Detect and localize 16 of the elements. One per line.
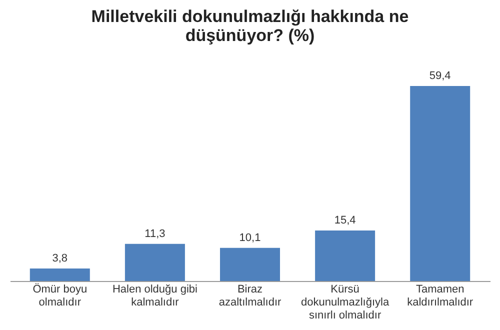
data-label: 10,1 xyxy=(239,232,261,244)
x-tick-label: Kürsü dokunulmazlığıyla sınırlı olmalıdır xyxy=(301,284,390,322)
x-tick-label: Ömür boyu olmalıdır xyxy=(32,282,88,308)
data-label: 3,8 xyxy=(52,252,68,265)
data-label: 15,4 xyxy=(334,214,356,226)
x-tick-label: Tamamen kaldırılmalıdır xyxy=(407,284,474,308)
bar xyxy=(220,248,280,281)
data-label: 59,4 xyxy=(429,70,451,82)
bar xyxy=(410,86,470,281)
bar xyxy=(124,244,185,281)
bar xyxy=(315,230,376,281)
bar xyxy=(30,268,90,281)
data-label: 11,3 xyxy=(144,228,166,240)
chart-title: Milletvekili dokunulmazlığı hakkında ne düşünüyor? (%) xyxy=(91,7,409,45)
x-tick-label: Halen olduğu gibi kalmalıdır xyxy=(112,284,198,308)
x-tick-label: Biraz azaltılmalıdır xyxy=(218,284,282,308)
